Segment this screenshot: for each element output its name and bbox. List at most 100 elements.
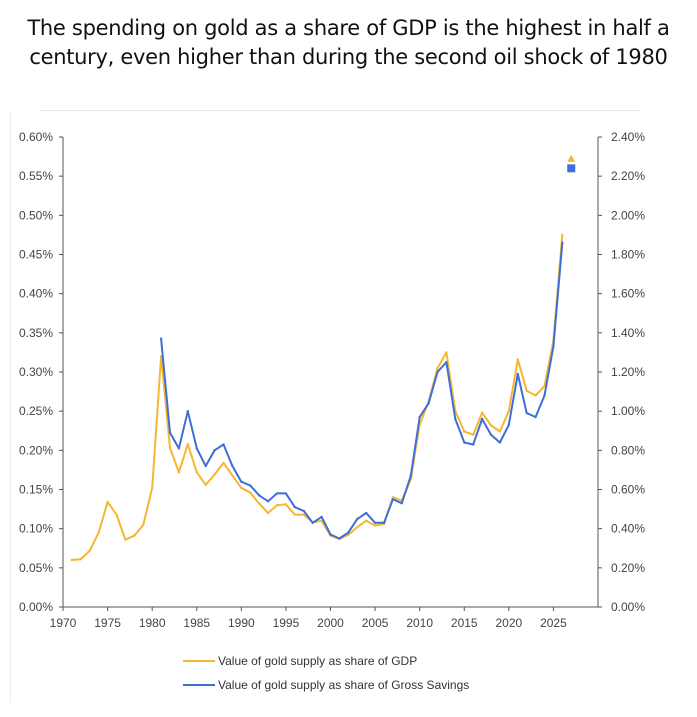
y-tick-left-label: 0.00%: [19, 600, 53, 614]
data-point-gross-savings: [213, 449, 216, 452]
y-tick-right-label: 1.00%: [611, 404, 645, 418]
chart-title-line-1: The spending on gold as a share of GDP i…: [27, 16, 670, 40]
data-point-gdp: [445, 351, 448, 354]
data-point-gdp: [525, 389, 528, 392]
x-tick-label: 1990: [228, 616, 255, 630]
data-point-gdp: [142, 523, 145, 526]
x-tick-label: 1970: [50, 616, 77, 630]
data-point-gdp: [79, 558, 83, 561]
y-tick-left-label: 0.50%: [19, 208, 53, 222]
x-tick-label: 2025: [540, 616, 567, 630]
data-point-gross-savings: [311, 521, 314, 524]
data-point-gross-savings: [204, 464, 207, 468]
x-tick-label: 1985: [183, 616, 210, 630]
data-point-gdp: [284, 503, 288, 506]
data-point-gdp: [356, 525, 359, 529]
data-point-gdp: [133, 534, 136, 537]
y-tick-left-label: 0.20%: [19, 443, 53, 457]
data-point-gdp: [498, 430, 502, 433]
y-tick-right-label: 0.20%: [611, 561, 645, 575]
data-point-gdp: [97, 531, 100, 534]
data-point-gdp: [293, 513, 296, 516]
data-point-gross-savings: [427, 402, 430, 405]
title-divider: [40, 110, 640, 111]
data-point-gross-savings: [249, 484, 252, 487]
y-tick-left-label: 0.40%: [19, 287, 53, 301]
y-tick-right-label: 0.00%: [611, 600, 645, 614]
data-point-gross-savings: [391, 498, 395, 501]
y-tick-left-label: 0.60%: [19, 130, 53, 144]
data-point-gross-savings: [347, 531, 350, 534]
data-point-gross-savings: [186, 410, 189, 413]
data-point-gross-savings: [561, 241, 564, 244]
data-point-gdp: [115, 513, 118, 516]
data-point-gdp: [70, 558, 74, 562]
data-point-gdp: [124, 538, 127, 541]
y-tick-left-label: 0.05%: [19, 561, 53, 575]
panel-left-border: [10, 112, 11, 702]
data-point-gross-savings: [489, 433, 493, 436]
data-point-gross-savings: [454, 417, 457, 421]
data-point-gdp: [534, 394, 537, 397]
data-point-gdp: [159, 355, 163, 358]
data-point-gdp: [436, 366, 439, 370]
y-tick-left-label: 0.10%: [19, 522, 53, 536]
data-point-gross-savings: [418, 415, 421, 419]
y-tick-right-label: 1.80%: [611, 248, 645, 262]
data-point-gdp: [275, 504, 279, 507]
data-point-gdp: [266, 511, 270, 515]
data-point-gross-savings: [480, 417, 484, 421]
data-point-gross-savings: [159, 337, 163, 340]
data-point-gross-savings: [436, 370, 439, 374]
data-point-gross-savings: [320, 515, 323, 519]
data-point-gross-savings: [472, 443, 475, 446]
data-point-gross-savings: [258, 494, 261, 497]
data-point-gdp: [222, 461, 225, 465]
data-point-gross-savings: [400, 502, 403, 505]
data-point-gross-savings: [222, 443, 225, 446]
series-line-gross-savings: [160, 242, 564, 540]
y-tick-left-label: 0.55%: [19, 169, 53, 183]
data-point-gdp: [302, 513, 305, 516]
y-tick-right-label: 0.80%: [611, 443, 645, 457]
x-tick-label: 1975: [94, 616, 121, 630]
data-point-gdp: [365, 519, 368, 522]
marker-square-gross-savings: [567, 164, 576, 173]
data-point-gross-savings: [284, 492, 288, 495]
data-point-gdp: [480, 411, 484, 414]
data-point-gdp: [195, 471, 198, 474]
data-point-gross-savings: [275, 492, 279, 495]
data-point-gdp: [168, 446, 172, 450]
data-point-gross-savings: [231, 464, 234, 468]
data-point-gdp: [249, 491, 252, 494]
x-tick-label: 2010: [406, 616, 433, 630]
x-tick-label: 2005: [362, 616, 389, 630]
data-point-gdp: [258, 502, 261, 505]
data-point-gdp: [240, 486, 243, 490]
y-tick-right-label: 2.20%: [611, 169, 645, 183]
data-point-gdp: [204, 483, 207, 486]
data-point-gdp: [472, 433, 475, 436]
data-point-gdp: [507, 410, 510, 413]
y-tick-left-label: 0.15%: [19, 483, 53, 497]
y-tick-left-label: 0.30%: [19, 365, 53, 379]
data-point-gross-savings: [195, 447, 198, 450]
chart-title-line-2: century, even higher than during the sec…: [29, 45, 668, 69]
y-tick-right-label: 1.40%: [611, 326, 645, 340]
marker-triangle-gdp: [567, 154, 576, 162]
data-point-gdp: [516, 358, 519, 361]
y-tick-right-label: 2.40%: [611, 130, 645, 144]
data-point-gdp: [463, 430, 466, 433]
chart-title: The spending on gold as a share of GDP i…: [0, 14, 697, 72]
data-point-gross-savings: [266, 500, 270, 503]
data-point-gdp: [347, 533, 350, 537]
data-point-gdp: [561, 233, 564, 237]
data-point-gross-savings: [463, 441, 466, 444]
data-point-gdp: [231, 474, 234, 477]
data-point-gross-savings: [365, 511, 368, 515]
data-point-gross-savings: [525, 411, 528, 415]
data-point-gdp: [186, 442, 189, 446]
data-point-gdp: [213, 473, 216, 476]
data-point-gross-savings: [373, 521, 377, 524]
